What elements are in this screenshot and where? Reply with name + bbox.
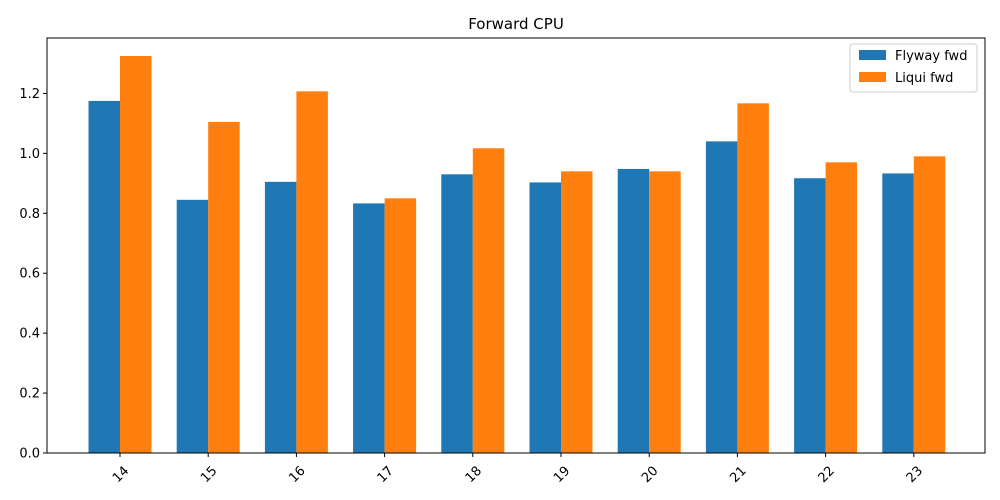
y-tick-label: 0.6 (19, 267, 40, 282)
bar-liqui-18 (472, 148, 505, 453)
x-tick-label: 20 (639, 464, 661, 486)
bar-liqui-16 (296, 91, 328, 453)
bar-flyway-21 (705, 141, 738, 453)
y-tick-label: 1.0 (19, 147, 40, 162)
bar-liqui-17 (384, 198, 417, 453)
bar-liqui-22 (825, 162, 858, 454)
legend: Flyway fwd Liqui fwd (849, 43, 978, 93)
legend-label-liqui: Liqui fwd (895, 71, 953, 86)
bar-flyway-23 (882, 173, 914, 453)
legend-label-flyway: Flyway fwd (895, 49, 967, 64)
bar-flyway-19 (529, 182, 561, 453)
y-tick-label: 0.4 (19, 327, 40, 342)
x-tick-label: 14 (110, 464, 132, 486)
bar-liqui-14 (120, 55, 152, 454)
y-tick-label: 1.2 (19, 87, 40, 102)
bar-flyway-16 (264, 181, 297, 453)
bar-flyway-20 (617, 168, 650, 453)
bar-flyway-15 (176, 199, 209, 453)
x-tick-label: 17 (375, 464, 397, 486)
x-tick-label: 15 (198, 464, 220, 486)
y-tick-label: 0.2 (19, 387, 40, 402)
x-tick-label: 18 (463, 464, 485, 486)
bar-flyway-17 (353, 203, 385, 453)
x-tick-label: 16 (286, 464, 308, 486)
legend-swatch-flyway (859, 50, 886, 60)
x-tick-label: 19 (551, 464, 573, 486)
bar-flyway-14 (88, 100, 120, 453)
bar-flyway-22 (794, 178, 826, 453)
x-tick-label: 21 (727, 464, 749, 486)
y-tick-label: 0.8 (19, 207, 40, 222)
x-tick-label: 22 (816, 464, 838, 486)
bar-liqui-19 (561, 171, 593, 453)
bar-liqui-15 (208, 121, 240, 453)
bar-liqui-20 (649, 171, 681, 453)
y-tick-label: 0.0 (19, 447, 40, 462)
bar-flyway-18 (441, 174, 473, 453)
bars-layer (88, 55, 946, 454)
bar-liqui-23 (913, 156, 946, 453)
bar-liqui-21 (737, 103, 769, 454)
chart-title: Forward CPU (468, 15, 564, 33)
x-tick-label: 23 (904, 464, 926, 486)
legend-swatch-liqui (859, 72, 886, 82)
plot-frame (46, 37, 986, 454)
